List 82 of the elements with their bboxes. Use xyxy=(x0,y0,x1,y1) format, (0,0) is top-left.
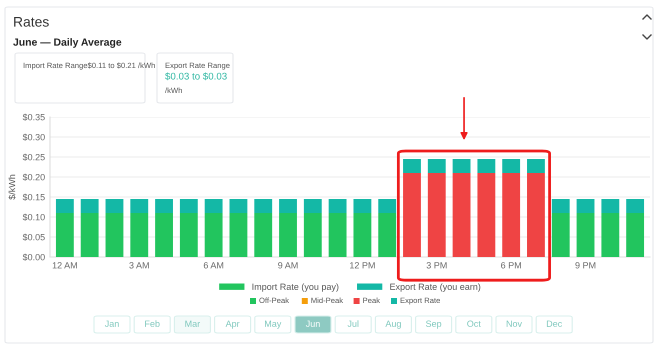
bar xyxy=(576,213,594,257)
category-label: Aug xyxy=(385,320,401,329)
category-label: Sep xyxy=(426,320,442,329)
bar xyxy=(576,199,594,213)
x-tick-label: 9 AM xyxy=(278,262,298,268)
bar xyxy=(403,159,421,173)
bar xyxy=(477,159,496,173)
bar xyxy=(80,199,99,213)
bar xyxy=(502,173,520,257)
bar xyxy=(428,159,446,173)
x-tick-label: 12 PM xyxy=(350,262,375,268)
x-tick-label: 6 AM xyxy=(204,262,224,268)
bar xyxy=(230,199,248,213)
chart-subtitle: June — Daily Average xyxy=(13,38,122,48)
bar xyxy=(626,199,644,213)
category-label: Apr xyxy=(226,320,240,329)
x-tick-label: 6 PM xyxy=(501,262,521,268)
bar xyxy=(230,213,248,257)
bar xyxy=(353,213,372,257)
bar xyxy=(279,199,297,213)
category-label: Jan xyxy=(104,320,119,327)
bar xyxy=(527,159,545,173)
y-tick-label: $0.00 xyxy=(22,254,45,261)
category-label: Oct xyxy=(467,320,481,327)
category-label: Nov xyxy=(506,320,522,327)
x-tick-label: 3 AM xyxy=(129,262,149,268)
bar xyxy=(106,213,124,257)
bar xyxy=(106,199,124,213)
bar xyxy=(601,199,620,213)
legend-label: Export Rate (you earn) xyxy=(390,283,480,292)
y-tick-label: $0.10 xyxy=(22,214,45,221)
bar xyxy=(328,213,347,257)
bar xyxy=(378,213,396,257)
category-label: Jun xyxy=(306,320,320,327)
bar xyxy=(552,213,570,257)
bar xyxy=(254,199,272,213)
bar xyxy=(130,213,148,257)
bar xyxy=(204,199,223,213)
bar xyxy=(477,173,496,257)
category-label: May xyxy=(265,320,282,329)
y-tick-label: $0.35 xyxy=(22,114,45,121)
bar xyxy=(552,199,570,213)
bar xyxy=(452,173,470,257)
bar xyxy=(130,199,148,213)
category-label: Mar xyxy=(185,320,200,327)
x-tick-label: 12 AM xyxy=(52,262,77,268)
bar xyxy=(254,213,272,257)
bar xyxy=(304,199,322,213)
bar xyxy=(328,199,347,213)
y-tick-label: $0.30 xyxy=(22,134,45,141)
bar xyxy=(378,199,396,213)
bar xyxy=(80,213,99,257)
bar xyxy=(180,199,198,213)
bar xyxy=(155,199,173,213)
text: $0.03 to $0.03 xyxy=(165,72,227,80)
bar xyxy=(180,213,198,257)
bar xyxy=(204,213,223,257)
bar xyxy=(279,213,297,257)
category-label: Feb xyxy=(145,320,160,327)
bar xyxy=(527,173,545,257)
bar xyxy=(626,213,644,257)
bar xyxy=(56,199,74,213)
bar xyxy=(601,213,620,257)
y-tick-label: $0.15 xyxy=(22,194,45,201)
category-label: Dec xyxy=(546,320,562,327)
x-tick-label: 9 PM xyxy=(575,262,596,268)
bar xyxy=(155,213,173,257)
y-tick-label: $0.20 xyxy=(22,174,45,181)
bar xyxy=(502,159,520,173)
chart-title: Rates xyxy=(14,17,49,27)
x-tick-label: 3 PM xyxy=(426,262,447,268)
bar xyxy=(353,199,372,213)
legend-label: Import Rate (you pay) xyxy=(252,283,338,292)
bar xyxy=(56,213,74,257)
y-tick-label: $0.25 xyxy=(22,154,45,161)
bar xyxy=(403,173,421,257)
y-tick-label: $0.05 xyxy=(22,234,45,241)
category-label: Jul xyxy=(348,320,358,327)
bar xyxy=(428,173,446,257)
y-axis-title: $/kWh xyxy=(8,174,16,200)
bar xyxy=(452,159,470,173)
bar xyxy=(304,213,322,257)
